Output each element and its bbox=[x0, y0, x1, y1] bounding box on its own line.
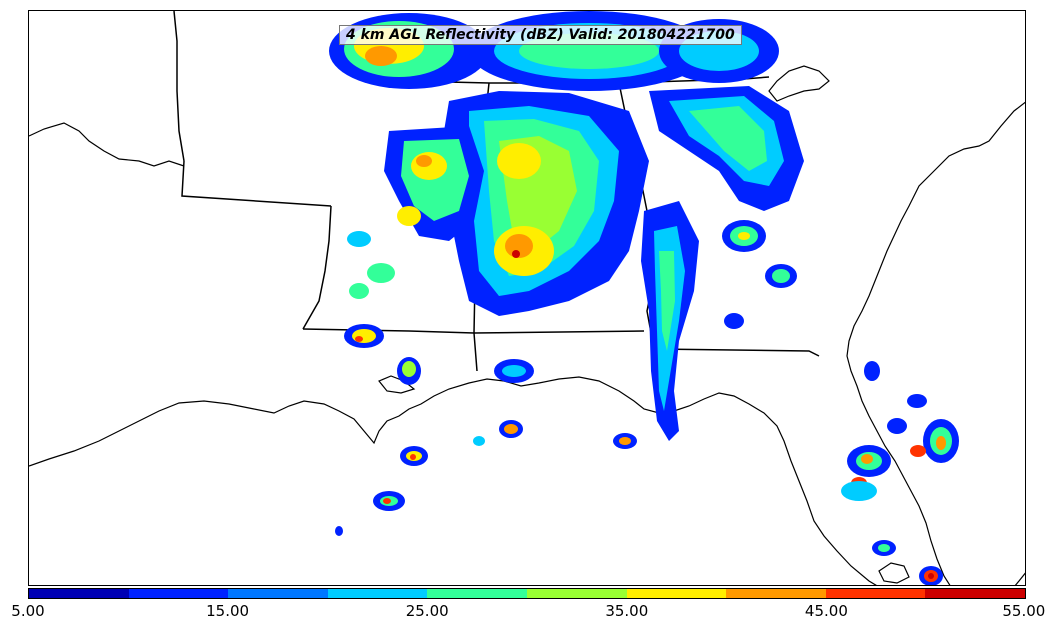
colorbar-tick-label: 25.00 bbox=[405, 602, 449, 620]
colorbar-segment bbox=[526, 589, 627, 598]
map-frame: 4 km AGL Reflectivity (dBZ) Valid: 20180… bbox=[28, 10, 1026, 586]
colorbar-segment bbox=[825, 589, 926, 598]
colorbar-tick-label: 55.00 bbox=[1002, 602, 1046, 620]
colorbar-segment bbox=[327, 589, 428, 598]
colorbar-segment bbox=[29, 589, 129, 598]
colorbar-segment bbox=[228, 589, 328, 598]
map-title: 4 km AGL Reflectivity (dBZ) Valid: 20180… bbox=[339, 25, 742, 45]
colorbar-segment bbox=[726, 589, 826, 598]
colorbar-tick-label: 45.00 bbox=[804, 602, 848, 620]
colorbar-tick-label: 35.00 bbox=[605, 602, 649, 620]
colorbar-tick-label: 5.00 bbox=[11, 602, 45, 620]
colorbar bbox=[28, 588, 1026, 599]
coastline bbox=[29, 65, 1025, 585]
colorbar-segment bbox=[626, 589, 727, 598]
colorbar-segment bbox=[925, 589, 1025, 598]
reflectivity-field bbox=[329, 11, 959, 585]
colorbar-segment bbox=[427, 589, 527, 598]
colorbar-segment bbox=[128, 589, 229, 598]
colorbar-tick-label: 15.00 bbox=[206, 602, 250, 620]
reflectivity-map bbox=[29, 11, 1025, 585]
